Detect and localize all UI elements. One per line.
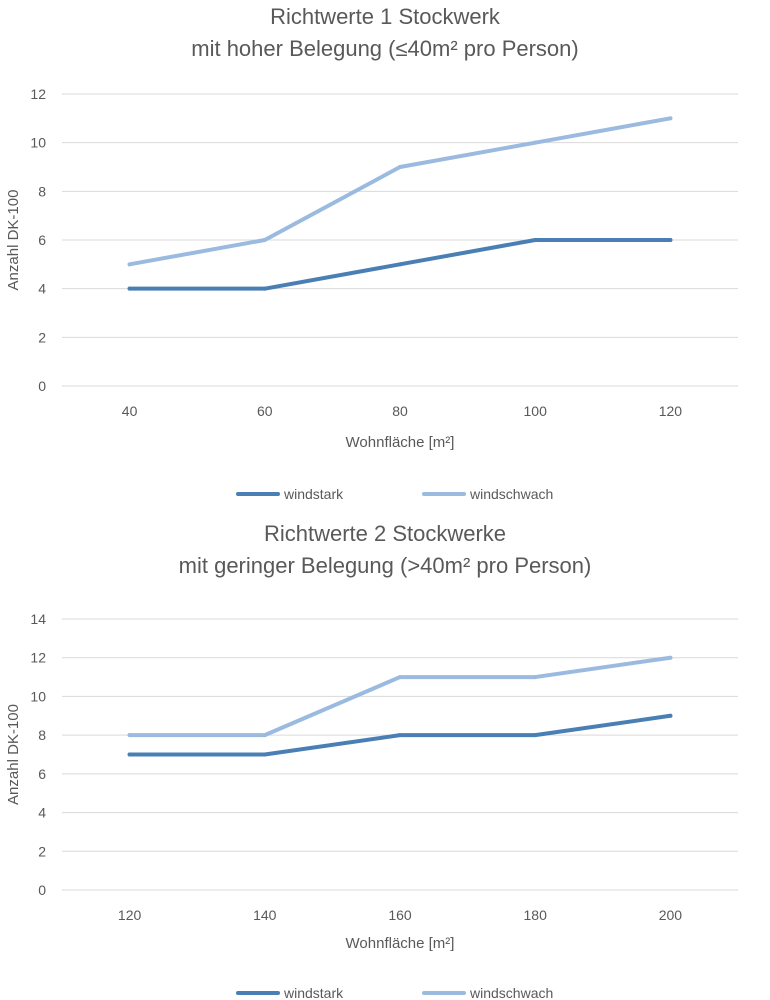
data-point-windschwach: [262, 733, 267, 738]
legend-label-windstark: windstark: [283, 985, 344, 1000]
legend-label-windschwach: windschwach: [469, 985, 553, 1000]
legend: windstark windschwach: [236, 985, 553, 1000]
y-tick-label: 6: [38, 232, 46, 248]
y-tick-label: 2: [38, 843, 46, 859]
data-point-windschwach: [398, 165, 402, 169]
y-axis-label: Anzahl DK-100: [5, 704, 22, 805]
data-point-windstark: [533, 238, 538, 242]
data-point-windstark: [398, 733, 402, 738]
data-point-windstark: [533, 733, 538, 738]
x-tick-label: 60: [257, 403, 273, 419]
chart-2-svg: Richtwerte 2 Stockwerke mit geringer Bele…: [5, 521, 738, 1000]
data-point-windschwach: [398, 675, 402, 680]
legend-label-windstark: windstark: [283, 486, 344, 502]
data-point-windstark: [262, 286, 267, 291]
data-point-windschwach: [127, 262, 132, 267]
x-tick-label: 100: [524, 403, 548, 419]
y-tick-label: 8: [38, 183, 46, 199]
y-tick-label: 4: [38, 281, 46, 297]
x-tick-label: 40: [122, 403, 138, 419]
x-tick-label: 160: [388, 907, 412, 923]
chart-1-svg: Richtwerte 1 Stockwerk mit hoher Belegung…: [5, 4, 738, 502]
data-point-windschwach: [668, 655, 673, 660]
chart-title-line-1: Richtwerte 1 Stockwerk: [270, 4, 501, 29]
y-tick-label: 10: [30, 688, 46, 704]
data-point-windschwach: [533, 675, 538, 680]
legend: windstark windschwach: [236, 486, 553, 502]
data-point-windschwach: [668, 116, 673, 121]
x-tick-label: 140: [253, 907, 277, 923]
data-point-windstark: [398, 262, 402, 267]
y-tick-label: 6: [38, 766, 46, 782]
y-tick-label: 10: [30, 135, 46, 151]
y-tick-label: 2: [38, 329, 46, 345]
x-axis-label: Wohnfläche [m²]: [346, 434, 455, 451]
y-axis-label: Anzahl DK-100: [5, 190, 22, 291]
y-tick-label: 0: [38, 378, 46, 394]
x-tick-label: 120: [118, 907, 142, 923]
data-point-windschwach: [262, 238, 267, 242]
legend-label-windschwach: windschwach: [469, 486, 553, 502]
chart-title-line-2: mit hoher Belegung (≤40m² pro Person): [191, 36, 578, 61]
y-tick-label: 0: [38, 882, 46, 898]
y-tick-label: 4: [38, 805, 46, 821]
data-point-windstark: [262, 752, 267, 757]
data-point-windstark: [668, 713, 673, 718]
chart-title-line-2: mit geringer Belegung (>40m² pro Person): [179, 553, 592, 578]
chart-1: Richtwerte 1 Stockwerk mit hoher Belegung…: [5, 4, 738, 502]
y-tick-label: 12: [30, 650, 46, 666]
x-tick-label: 200: [659, 907, 683, 923]
x-tick-label: 120: [659, 403, 683, 419]
data-point-windschwach: [127, 733, 132, 738]
x-axis-label: Wohnfläche [m²]: [346, 935, 455, 952]
y-tick-label: 12: [30, 86, 46, 102]
x-tick-label: 80: [392, 403, 408, 419]
y-tick-label: 8: [38, 727, 46, 743]
chart-2: Richtwerte 2 Stockwerke mit geringer Bele…: [0, 515, 770, 1000]
y-tick-label: 14: [30, 611, 46, 627]
x-tick-label: 180: [524, 907, 548, 923]
data-point-windstark: [127, 286, 132, 291]
data-point-windstark: [668, 238, 673, 242]
data-point-windstark: [127, 752, 132, 757]
chart-title-line-1: Richtwerte 2 Stockwerke: [264, 521, 506, 546]
data-point-windschwach: [533, 140, 538, 145]
